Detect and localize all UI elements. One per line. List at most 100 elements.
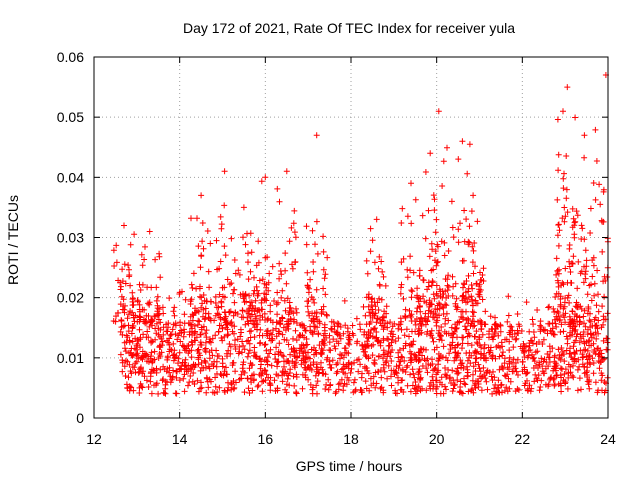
- data-point: [231, 299, 238, 306]
- data-point: [442, 301, 449, 308]
- data-point: [282, 386, 289, 393]
- data-point: [175, 360, 181, 367]
- data-point: [180, 333, 187, 340]
- data-point: [125, 311, 132, 318]
- data-point: [570, 362, 576, 369]
- data-point: [435, 108, 442, 115]
- data-point: [330, 336, 337, 343]
- data-point: [293, 320, 300, 326]
- data-point: [590, 340, 597, 347]
- data-point: [267, 387, 274, 394]
- data-point: [524, 377, 530, 384]
- data-point: [245, 276, 252, 283]
- data-point: [137, 380, 144, 387]
- data-point: [553, 323, 560, 330]
- data-point: [555, 151, 562, 158]
- data-point: [427, 362, 434, 369]
- data-point: [350, 332, 357, 339]
- data-point: [363, 257, 370, 264]
- data-point: [266, 270, 273, 277]
- data-point: [170, 367, 177, 374]
- data-point: [434, 369, 441, 376]
- data-point: [593, 335, 600, 342]
- data-point: [206, 355, 213, 362]
- data-point: [449, 273, 456, 280]
- data-point: [182, 356, 189, 363]
- data-point: [467, 360, 474, 367]
- data-point: [531, 354, 537, 361]
- data-point: [217, 371, 224, 377]
- data-point: [557, 365, 564, 372]
- data-point: [207, 240, 214, 247]
- data-point: [464, 373, 471, 380]
- data-point: [540, 336, 547, 343]
- data-point: [395, 321, 402, 328]
- data-point: [409, 288, 416, 295]
- data-point: [244, 230, 250, 237]
- data-point: [550, 305, 557, 312]
- data-point: [408, 350, 415, 357]
- data-point: [449, 339, 456, 346]
- data-point: [149, 366, 155, 373]
- data-point: [232, 270, 239, 277]
- data-point: [316, 342, 323, 349]
- data-point: [131, 345, 138, 352]
- data-point: [340, 354, 347, 361]
- data-point: [573, 299, 580, 306]
- data-point: [258, 358, 265, 365]
- data-point: [450, 330, 457, 337]
- data-point: [459, 390, 466, 397]
- data-point: [183, 345, 189, 352]
- data-point: [273, 371, 280, 378]
- data-point: [314, 324, 321, 331]
- data-point: [468, 342, 475, 349]
- data-point: [558, 388, 565, 395]
- data-point: [120, 296, 127, 303]
- data-point: [187, 365, 194, 372]
- data-point: [195, 243, 202, 250]
- data-point: [408, 180, 414, 187]
- data-point: [560, 281, 567, 288]
- data-point: [560, 328, 567, 335]
- data-point: [433, 216, 440, 223]
- data-point: [379, 268, 386, 275]
- data-point: [156, 253, 163, 260]
- data-point: [136, 318, 143, 325]
- data-point: [373, 216, 380, 223]
- data-point: [332, 345, 339, 352]
- data-point: [598, 377, 605, 384]
- data-point: [130, 301, 137, 308]
- data-point: [199, 364, 205, 371]
- data-point: [117, 301, 124, 308]
- data-point: [328, 365, 335, 371]
- data-point: [313, 382, 320, 389]
- data-point: [428, 240, 435, 247]
- data-point: [562, 213, 569, 220]
- data-point: [440, 343, 447, 350]
- data-point: [213, 237, 220, 244]
- data-point: [446, 350, 453, 357]
- data-point: [227, 343, 234, 350]
- data-point: [503, 384, 510, 391]
- data-point: [587, 205, 594, 212]
- y-tick-label: 0.06: [57, 49, 84, 65]
- data-point: [449, 367, 456, 374]
- data-point: [286, 238, 293, 245]
- data-point: [407, 388, 414, 395]
- data-point: [119, 331, 126, 338]
- data-point: [572, 218, 579, 225]
- data-point: [283, 389, 290, 396]
- data-point: [275, 351, 282, 357]
- data-point: [351, 376, 358, 383]
- data-point: [448, 198, 455, 205]
- data-point: [559, 348, 566, 355]
- data-point: [463, 216, 470, 223]
- data-point: [545, 304, 552, 311]
- data-point: [514, 311, 521, 317]
- data-point: [530, 329, 537, 335]
- data-point: [145, 353, 152, 360]
- data-point: [246, 292, 253, 299]
- data-point: [582, 247, 589, 254]
- data-point: [578, 335, 585, 342]
- data-point: [219, 360, 226, 367]
